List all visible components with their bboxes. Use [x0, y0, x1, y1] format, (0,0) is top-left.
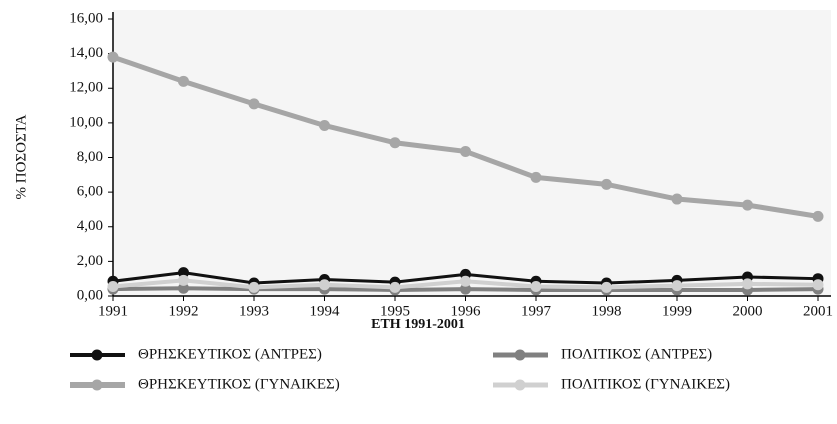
- data-point: [178, 282, 189, 294]
- x-tick-label: 1993: [239, 303, 269, 319]
- legend-marker: [91, 349, 103, 361]
- legend-marker: [514, 379, 526, 391]
- y-tick-label: 6,00: [77, 184, 103, 200]
- y-tick-label: 16,00: [69, 10, 103, 26]
- data-point: [601, 178, 612, 190]
- x-tick-label: 1992: [169, 303, 199, 319]
- data-point: [530, 171, 542, 183]
- y-tick-label: 12,00: [69, 80, 103, 96]
- data-point: [812, 210, 824, 222]
- data-point: [178, 274, 189, 286]
- x-tick-label: 1996: [451, 303, 482, 319]
- data-point: [107, 51, 119, 63]
- y-tick-label: 2,00: [77, 253, 103, 269]
- data-point: [460, 145, 471, 157]
- legend-label: ΘΡΗΣΚΕΥΤΙΚΟΣ (ΓΥΝΑΙΚΕΣ): [138, 376, 340, 392]
- y-tick-label: 8,00: [77, 149, 103, 165]
- data-point: [671, 280, 683, 292]
- data-point: [460, 283, 471, 295]
- data-point: [389, 281, 401, 293]
- y-tick-label: 14,00: [69, 45, 103, 61]
- x-tick-label: 1997: [521, 303, 552, 319]
- legend-label: ΘΡΗΣΚΕΥΤΙΚΟΣ (ΑΝΤΡΕΣ): [138, 346, 322, 362]
- data-point: [178, 75, 189, 87]
- data-point: [319, 119, 330, 131]
- x-tick-label: 1991: [98, 303, 128, 319]
- data-point: [389, 137, 401, 149]
- data-point: [460, 275, 471, 287]
- data-point: [319, 279, 330, 291]
- legend-label: ΠΟΛΙΤΙΚΟΣ (ΑΝΤΡΕΣ): [561, 346, 712, 362]
- data-point: [530, 280, 542, 292]
- legend-label: ΠΟΛΙΤΙΚΟΣ (ΓΥΝΑΙΚΕΣ): [561, 376, 730, 392]
- x-axis-label: ΕΤΗ 1991-2001: [371, 317, 465, 332]
- x-tick-label: 1998: [592, 303, 622, 319]
- x-tick-label: 1994: [310, 303, 341, 319]
- data-point: [671, 193, 683, 205]
- data-point: [248, 98, 260, 110]
- data-point: [248, 281, 260, 293]
- x-tick-label: 1995: [380, 303, 410, 319]
- legend-marker: [514, 349, 526, 361]
- data-point: [601, 281, 612, 293]
- y-tick-label: 4,00: [77, 218, 103, 234]
- x-tick-label: 2000: [733, 303, 763, 319]
- x-tick-label: 2001: [803, 303, 833, 319]
- data-point: [812, 279, 824, 291]
- legend-marker: [91, 379, 103, 391]
- data-point: [742, 278, 753, 290]
- data-point: [742, 199, 753, 211]
- data-point: [107, 280, 119, 292]
- y-axis-label: % ΠΟΣΟΣΤΑ: [13, 114, 29, 199]
- data-point: [178, 267, 189, 279]
- x-tick-label: 1999: [662, 303, 692, 319]
- y-tick-label: 10,00: [69, 114, 103, 130]
- y-tick-label: 0,00: [77, 287, 103, 303]
